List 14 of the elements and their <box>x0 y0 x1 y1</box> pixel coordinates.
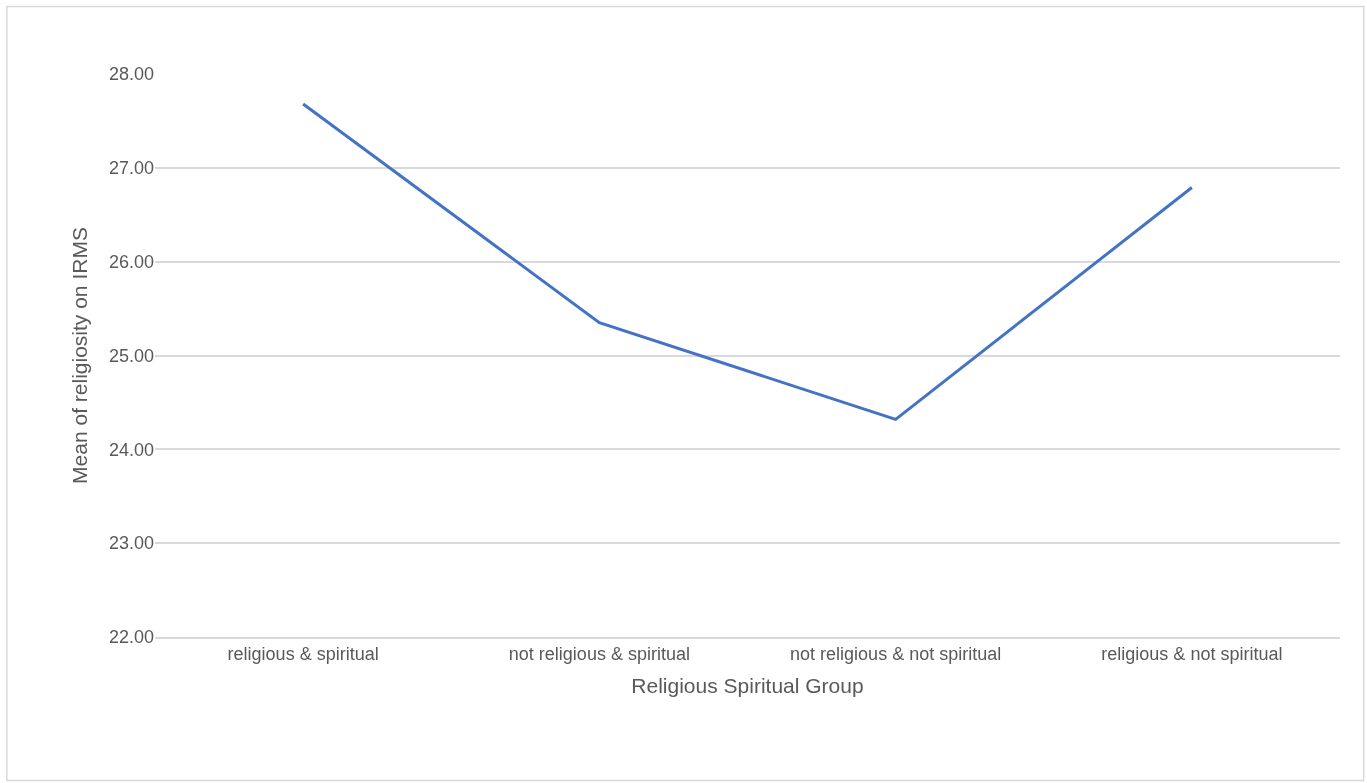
y-tick-label: 23.00 <box>108 533 154 554</box>
y-tick-label: 25.00 <box>108 345 154 366</box>
x-tick-label: religious & not spiritual <box>1101 644 1283 665</box>
line-series <box>301 102 1194 421</box>
y-tick-label: 27.00 <box>108 158 154 179</box>
y-tick-label: 24.00 <box>108 439 154 460</box>
x-tick-label: not religious & not spiritual <box>790 644 1002 665</box>
y-axis-title: Mean of religiosity on IRMS <box>68 227 92 484</box>
y-tick-label: 22.00 <box>108 627 154 648</box>
x-tick-label: religious & spiritual <box>227 644 379 665</box>
x-tick-label: not religious & spiritual <box>508 644 690 665</box>
y-tick-label: 26.00 <box>108 251 154 272</box>
y-tick-label: 28.00 <box>108 64 154 85</box>
x-axis-title: Religious Spiritual Group <box>631 674 864 698</box>
